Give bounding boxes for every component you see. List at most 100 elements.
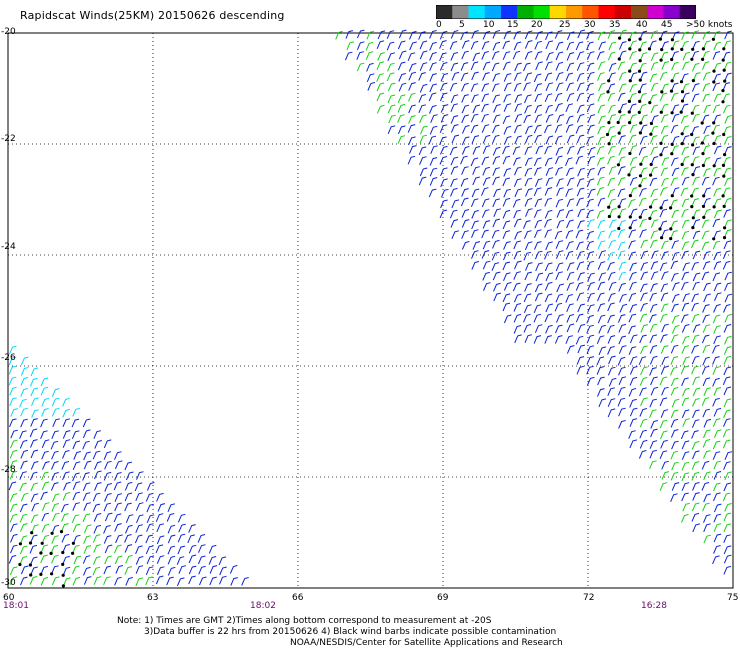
cb-label: >50 knots <box>686 20 733 30</box>
wind-barb <box>703 450 711 459</box>
colorbar-cell <box>663 5 681 19</box>
wind-barb <box>724 313 733 323</box>
wind-barb <box>208 544 217 554</box>
wind-barb <box>63 481 71 491</box>
wind-barb <box>618 271 627 281</box>
wind-barb <box>83 545 92 554</box>
wind-barb <box>650 198 658 208</box>
wind-barb <box>587 71 595 81</box>
wind-barb <box>681 198 690 208</box>
wind-barb <box>649 440 658 449</box>
wind-barb <box>682 51 691 61</box>
contamination-dot <box>39 551 43 555</box>
wind-barb <box>20 449 29 459</box>
wind-barb <box>680 103 689 113</box>
wind-barb <box>671 251 680 261</box>
wind-barb <box>461 241 470 250</box>
wind-barb <box>723 240 732 250</box>
wind-barb <box>461 50 469 60</box>
wind-barb <box>72 534 81 544</box>
contamination-dot <box>617 215 621 219</box>
wind-barb <box>649 209 658 219</box>
wind-barb <box>692 250 701 260</box>
wind-barb <box>197 534 206 543</box>
wind-barb <box>555 250 564 259</box>
wind-barb <box>661 386 669 396</box>
contamination-dot <box>701 57 705 62</box>
colorbar-cell <box>468 5 486 19</box>
wind-barb <box>513 72 522 81</box>
wind-barb <box>155 544 164 554</box>
wind-barb <box>671 145 679 154</box>
wind-barb <box>503 73 512 82</box>
wind-barb <box>429 30 437 39</box>
contamination-dot <box>61 550 65 555</box>
wind-barb <box>461 219 470 228</box>
wind-barb <box>577 208 585 218</box>
wind-barb <box>104 544 113 554</box>
wind-barb <box>618 323 627 333</box>
wind-barb <box>51 524 60 534</box>
wind-barb <box>503 93 511 103</box>
wind-barb <box>607 251 615 261</box>
contamination-dot <box>670 79 674 83</box>
contamination-dot <box>702 215 706 219</box>
wind-barb <box>617 356 626 366</box>
wind-barb <box>534 40 543 50</box>
wind-barb <box>618 135 626 144</box>
wind-barb <box>639 71 648 81</box>
contamination-dot <box>680 132 684 136</box>
wind-barb <box>618 366 626 376</box>
wind-barb <box>524 51 533 60</box>
wind-barb <box>724 271 733 281</box>
wind-barb <box>166 576 174 586</box>
wind-barb <box>408 104 416 114</box>
wind-barb <box>40 554 48 564</box>
wind-barb <box>629 62 637 72</box>
wind-barb <box>577 29 586 39</box>
wind-barb <box>566 167 574 177</box>
wind-barb <box>124 544 133 553</box>
contamination-dot <box>721 194 725 198</box>
wind-barb <box>523 304 532 313</box>
wind-barb <box>671 51 679 60</box>
wind-barb <box>534 167 542 176</box>
wind-barb <box>618 208 627 217</box>
wind-barb <box>692 230 701 240</box>
wind-barb <box>62 397 70 407</box>
wind-barb <box>691 302 699 312</box>
wind-barb <box>712 272 721 282</box>
wind-barb <box>639 30 648 40</box>
wind-barb <box>554 92 563 102</box>
contamination-dot <box>607 205 611 209</box>
wind-barb <box>597 376 605 386</box>
wind-barb <box>692 324 701 333</box>
wind-barb <box>702 71 711 81</box>
wind-barb <box>461 82 469 92</box>
wind-barb <box>576 104 585 114</box>
wind-barb <box>523 62 531 72</box>
wind-barb <box>51 503 60 512</box>
wind-barb <box>596 187 605 196</box>
wind-barb <box>449 41 458 50</box>
wind-barb <box>617 156 626 165</box>
wind-barb <box>502 209 511 219</box>
wind-barb <box>9 503 18 513</box>
wind-barb <box>577 220 585 229</box>
wind-barb <box>30 418 38 427</box>
contamination-dot <box>71 551 75 555</box>
lon-tick: 60 <box>3 593 15 603</box>
wind-barb <box>713 304 721 313</box>
wind-barb <box>398 82 407 92</box>
wind-barb <box>587 304 595 313</box>
wind-barb <box>713 325 721 334</box>
wind-barb <box>471 229 479 238</box>
wind-barb <box>639 62 647 72</box>
contamination-dot <box>607 121 611 125</box>
wind-barb <box>397 135 406 144</box>
wind-barb <box>712 555 720 565</box>
wind-barb <box>566 115 574 125</box>
contamination-dot <box>627 38 632 42</box>
wind-barb <box>492 124 500 134</box>
wind-barb <box>492 218 501 228</box>
